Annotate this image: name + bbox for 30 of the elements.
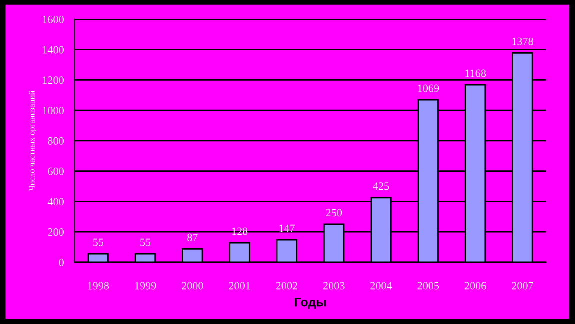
data-label: 425 xyxy=(373,182,390,190)
x-axis-title: Годы xyxy=(295,298,326,310)
y-tick-label: 600 xyxy=(48,168,64,176)
x-tick-label: 2006 xyxy=(464,282,486,290)
data-label: 1168 xyxy=(466,70,486,78)
x-tick-label: 2001 xyxy=(229,282,250,290)
y-tick-label: 800 xyxy=(48,137,64,145)
data-label: 147 xyxy=(280,224,295,232)
data-label: 55 xyxy=(140,238,151,246)
y-tick-label: 1000 xyxy=(43,107,64,115)
x-tick-label: 2005 xyxy=(418,282,440,290)
y-tick-label: 0 xyxy=(59,258,64,266)
data-label: 1069 xyxy=(418,84,440,92)
x-tick-label: 1998 xyxy=(88,282,110,290)
x-tick-label: 2007 xyxy=(512,282,534,290)
x-tick-label: 2000 xyxy=(182,282,204,290)
x-tick-label: 2003 xyxy=(323,282,345,290)
y-axis-title: Число частных организаций xyxy=(29,91,37,191)
data-label: 1378 xyxy=(512,38,534,46)
data-label: 250 xyxy=(326,209,342,217)
x-tick-label: 1999 xyxy=(135,282,156,290)
x-tick-label: 2002 xyxy=(276,282,298,290)
y-tick-label: 1200 xyxy=(43,76,64,84)
y-tick-label: 200 xyxy=(48,228,64,236)
data-label: 87 xyxy=(187,234,198,242)
data-label: 55 xyxy=(93,238,104,246)
x-tick-label: 2004 xyxy=(370,282,392,290)
y-tick-label: 1400 xyxy=(43,46,64,54)
y-tick-label: 1600 xyxy=(43,16,64,24)
y-tick-label: 400 xyxy=(48,198,64,206)
